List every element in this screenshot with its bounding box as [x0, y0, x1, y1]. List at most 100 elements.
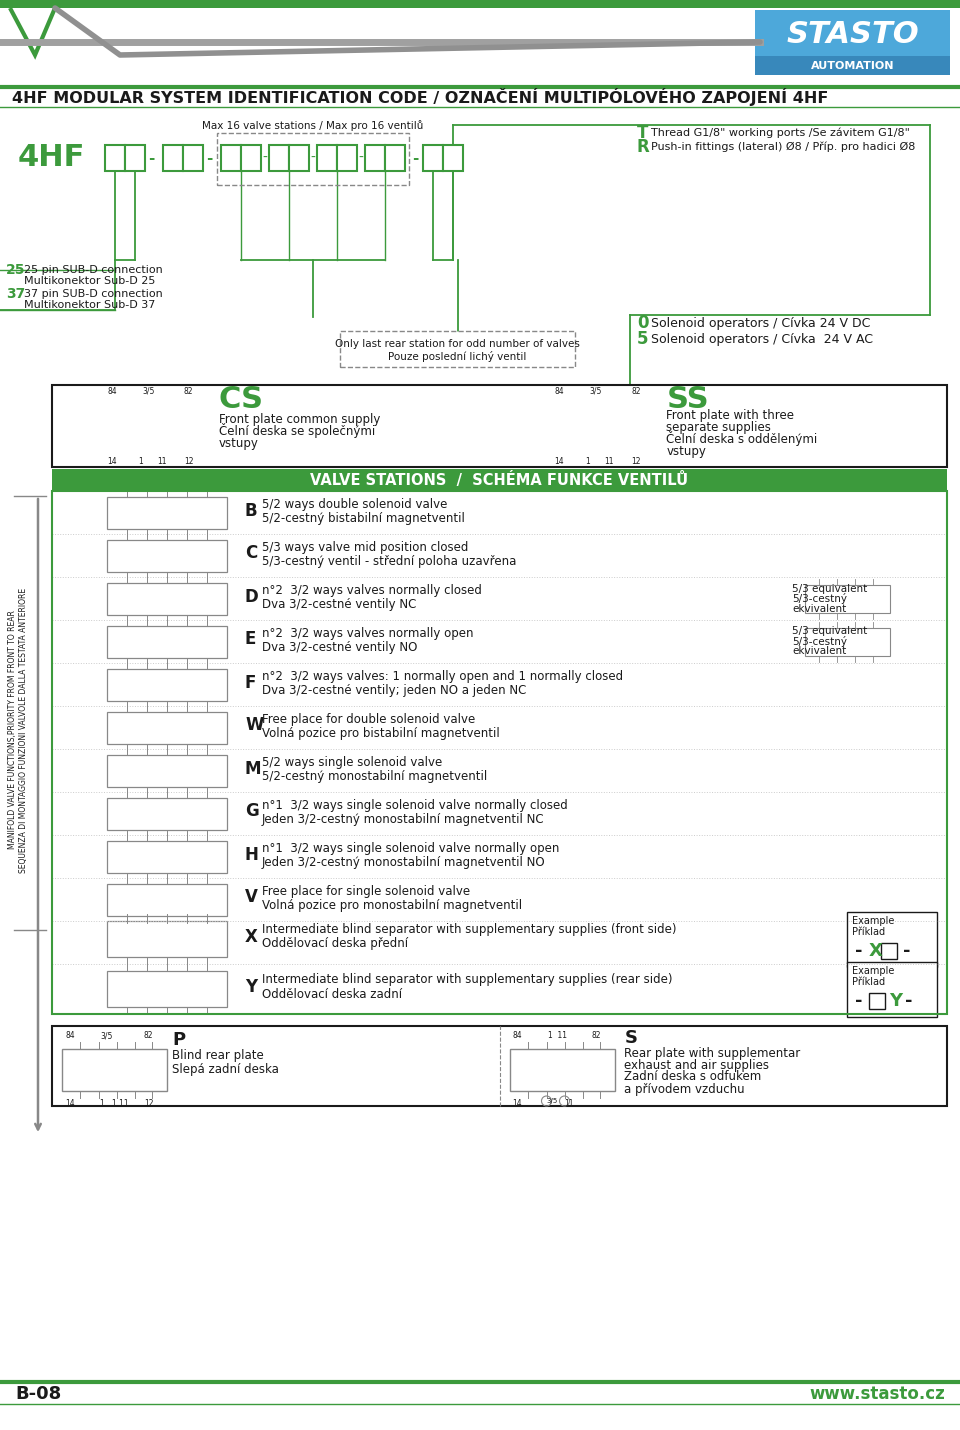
- Text: 1  11: 1 11: [547, 1031, 566, 1041]
- Text: Example: Example: [852, 917, 895, 927]
- Text: Free place for double solenoid valve: Free place for double solenoid valve: [262, 714, 475, 726]
- Text: 84: 84: [107, 386, 116, 396]
- Text: 14: 14: [555, 458, 564, 466]
- Bar: [317, 144, 337, 172]
- Text: Pouze poslední lichý ventil: Pouze poslední lichý ventil: [388, 352, 527, 362]
- Bar: [423, 144, 443, 172]
- Text: -: -: [855, 992, 862, 1010]
- Text: Multikonektor Sub-D 37: Multikonektor Sub-D 37: [24, 300, 156, 310]
- Text: 84: 84: [65, 1031, 75, 1041]
- Text: Free place for single solenoid valve: Free place for single solenoid valve: [262, 885, 470, 898]
- Text: 84: 84: [555, 386, 564, 396]
- Text: Front plate common supply: Front plate common supply: [219, 412, 380, 426]
- Text: D: D: [245, 588, 259, 605]
- Bar: [52, 385, 947, 468]
- Text: Thread G1/8" working ports /Se závitem G1/8": Thread G1/8" working ports /Se závitem G…: [651, 127, 910, 139]
- Text: Intermediate blind separator with supplementary supplies (front side): Intermediate blind separator with supple…: [262, 924, 677, 937]
- Bar: [163, 144, 183, 172]
- Bar: [385, 144, 405, 172]
- Bar: [847, 962, 937, 1017]
- Bar: [107, 798, 227, 829]
- Text: ekvivalent: ekvivalent: [792, 646, 847, 656]
- Bar: [107, 539, 227, 572]
- Bar: [183, 144, 203, 172]
- Text: -: -: [358, 152, 363, 164]
- Text: -: -: [903, 942, 910, 960]
- Text: 12: 12: [184, 458, 194, 466]
- Text: 5/2-cestný bistabilní magnetventil: 5/2-cestný bistabilní magnetventil: [262, 512, 465, 525]
- Bar: [881, 942, 897, 960]
- Text: 3/5: 3/5: [142, 386, 155, 396]
- Text: -: -: [262, 152, 267, 164]
- Text: 84: 84: [513, 1031, 522, 1041]
- Text: 11: 11: [564, 1100, 574, 1108]
- Text: V: V: [245, 888, 258, 907]
- Text: Zadní deska s odfukem: Zadní deska s odfukem: [625, 1071, 761, 1084]
- Bar: [62, 1050, 167, 1091]
- Text: vstupy: vstupy: [219, 436, 259, 449]
- Bar: [337, 144, 357, 172]
- Text: 11: 11: [157, 458, 166, 466]
- Text: M: M: [245, 759, 261, 778]
- Text: STASTO: STASTO: [786, 20, 919, 49]
- Bar: [241, 144, 261, 172]
- Bar: [755, 10, 950, 74]
- Text: 1 11: 1 11: [112, 1100, 129, 1108]
- Bar: [289, 144, 309, 172]
- Text: www.stasto.cz: www.stasto.cz: [809, 1386, 945, 1403]
- Text: Y: Y: [889, 992, 902, 1010]
- Bar: [847, 912, 937, 967]
- Text: 12: 12: [144, 1100, 154, 1108]
- Text: 1: 1: [99, 1100, 104, 1108]
- Text: ekvivalent: ekvivalent: [792, 603, 847, 613]
- Text: Čelní deska se společnými: Čelní deska se společnými: [219, 423, 375, 439]
- Text: Push-in fittings (lateral) Ø8 / Příp. pro hadici Ø8: Push-in fittings (lateral) Ø8 / Příp. pr…: [651, 142, 916, 152]
- Text: a přívodem vzduchu: a přívodem vzduchu: [625, 1083, 745, 1095]
- Bar: [102, 405, 210, 448]
- Bar: [107, 755, 227, 787]
- Text: 1: 1: [586, 458, 590, 466]
- Bar: [52, 490, 947, 1014]
- Text: Oddělovací deska přední: Oddělovací deska přední: [262, 938, 408, 951]
- Bar: [52, 469, 947, 490]
- Text: Volná pozice pro bistabilní magnetventil: Volná pozice pro bistabilní magnetventil: [262, 726, 500, 739]
- Bar: [105, 144, 125, 172]
- Text: 5/3-cestný: 5/3-cestný: [792, 593, 847, 603]
- Bar: [107, 971, 227, 1007]
- Text: 25 pin SUB-D connection: 25 pin SUB-D connection: [24, 265, 163, 275]
- Bar: [443, 144, 463, 172]
- Text: 3/5: 3/5: [547, 1098, 558, 1104]
- Bar: [125, 144, 145, 172]
- Text: 1: 1: [138, 458, 143, 466]
- Text: C: C: [245, 545, 257, 562]
- Bar: [805, 585, 890, 612]
- Text: 82: 82: [184, 386, 194, 396]
- Text: X: X: [869, 942, 883, 960]
- Text: 37: 37: [6, 287, 25, 300]
- Text: -: -: [310, 152, 315, 164]
- Text: 5/3-cestný: 5/3-cestný: [792, 636, 847, 646]
- Text: Example: Example: [852, 967, 895, 977]
- Text: Front plate with three: Front plate with three: [666, 409, 795, 422]
- Text: -: -: [206, 150, 212, 166]
- Bar: [107, 582, 227, 615]
- Text: 14: 14: [513, 1100, 522, 1108]
- Text: Solenoid operators / Cívka 24 V DC: Solenoid operators / Cívka 24 V DC: [651, 316, 871, 329]
- Text: Příklad: Příklad: [852, 977, 885, 987]
- Text: AUTOMATION: AUTOMATION: [811, 61, 895, 72]
- Bar: [755, 56, 950, 74]
- Text: P: P: [172, 1031, 185, 1050]
- Text: Čelní deska s oddělenými: Čelní deska s oddělenými: [666, 432, 818, 446]
- Bar: [805, 628, 890, 655]
- Text: 5/2 ways single solenoid valve: 5/2 ways single solenoid valve: [262, 756, 443, 769]
- Text: n°2  3/2 ways valves: 1 normally open and 1 normally closed: n°2 3/2 ways valves: 1 normally open and…: [262, 671, 623, 684]
- Text: CS: CS: [219, 385, 264, 413]
- Text: Max 16 valve stations / Max pro 16 ventilů: Max 16 valve stations / Max pro 16 venti…: [203, 120, 423, 132]
- Text: n°1  3/2 ways single solenoid valve normally closed: n°1 3/2 ways single solenoid valve norma…: [262, 799, 567, 812]
- Text: separate supplies: separate supplies: [666, 420, 772, 433]
- Text: Dva 3/2-cestné ventily NC: Dva 3/2-cestné ventily NC: [262, 598, 417, 611]
- Text: Volná pozice pro monostabilní magnetventil: Volná pozice pro monostabilní magnetvent…: [262, 899, 522, 912]
- Text: Oddělovací deska zadní: Oddělovací deska zadní: [262, 988, 402, 1001]
- Text: 25: 25: [6, 263, 26, 277]
- Text: exhaust and air supplies: exhaust and air supplies: [625, 1058, 770, 1071]
